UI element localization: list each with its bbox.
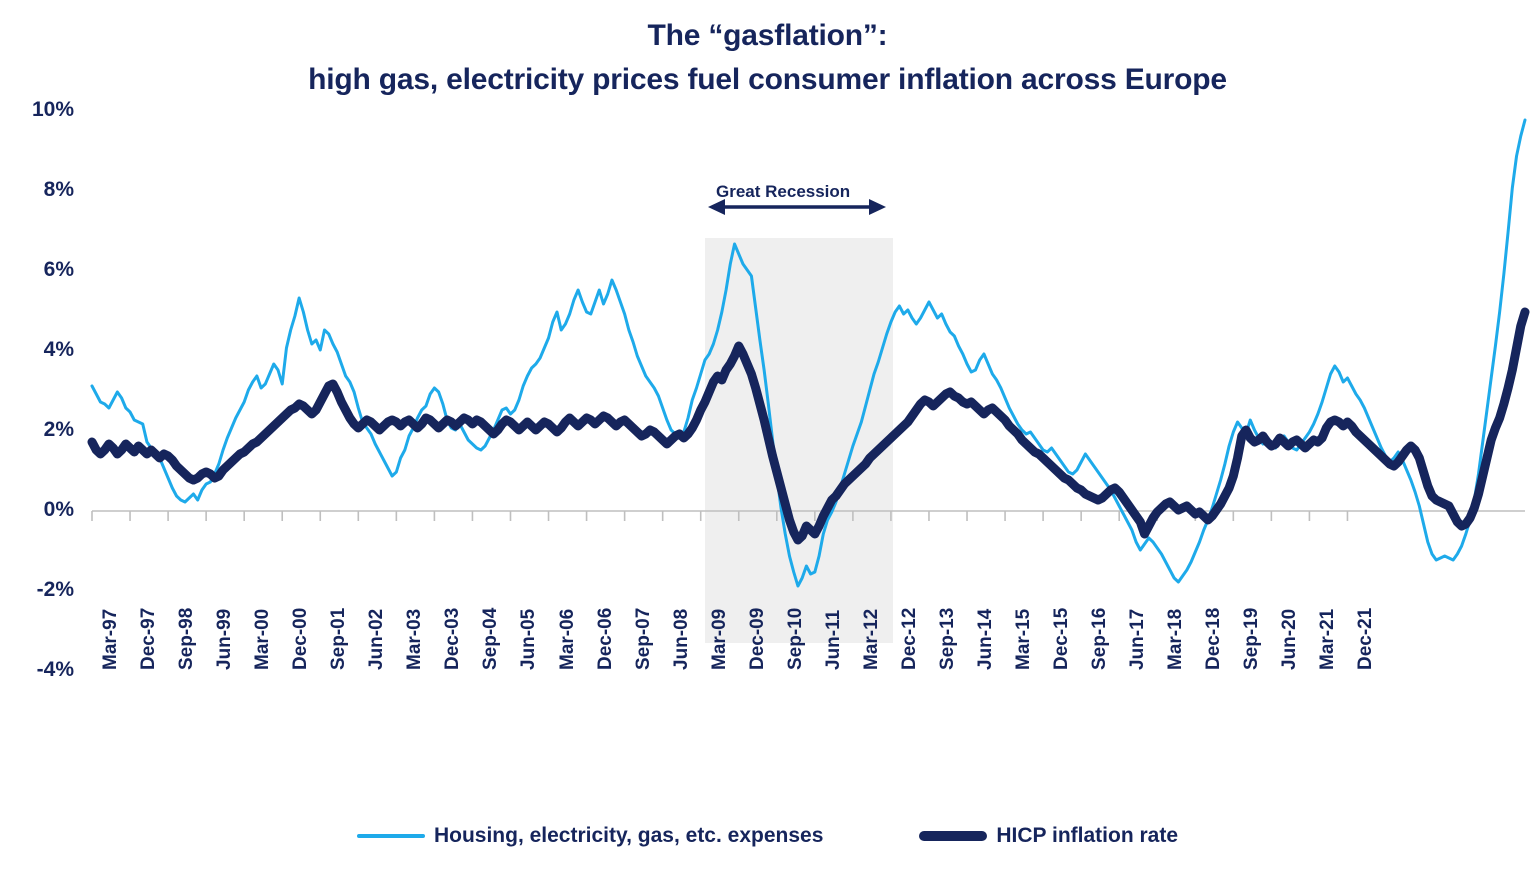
y-axis-tick-label: 2% [43,418,74,441]
x-axis-tick-label: Sep-16 [1089,607,1111,670]
x-axis-tick-label: Jun-05 [518,608,540,670]
x-axis-tick-label: Mar-15 [1013,608,1035,670]
x-axis-tick-label: Mar-00 [252,608,274,670]
x-axis-tick-label: Dec-09 [746,607,768,670]
y-axis-tick-label: -2% [36,578,74,601]
x-axis-tick-label: Dec-12 [898,607,920,670]
x-axis-tick-label: Mar-09 [708,608,730,670]
page-title: The “gasflation”: high gas, electricity … [0,14,1535,102]
x-axis-tick-label: Mar-03 [404,608,426,670]
x-axis-tick-label: Mar-12 [860,608,882,670]
x-axis-tick-label: Mar-06 [556,608,578,670]
title-line-1: The “gasflation”: [647,19,888,52]
x-axis-tick-label: Mar-18 [1165,608,1187,670]
x-axis-tick-label: Dec-21 [1355,607,1377,670]
series-line-hicp [87,307,1530,545]
y-axis-tick-label: 4% [43,338,74,361]
x-axis-tick-label: Jun-17 [1127,608,1149,670]
x-axis-tick-label: Sep-01 [328,607,350,670]
legend-label-housing: Housing, electricity, gas, etc. expenses [433,824,824,847]
y-axis-tick-label: 8% [43,178,74,201]
x-axis-tick-label: Dec-15 [1051,607,1073,670]
legend-swatch-housing-icon [356,834,425,838]
y-axis-tick-label: 10% [31,98,74,121]
x-axis-tick-label: Sep-98 [176,607,198,670]
x-axis-tick-label: Dec-00 [290,607,312,670]
x-axis-tick-label: Dec-06 [594,607,616,670]
y-axis-tick-label: -4% [36,658,74,681]
legend-swatch-hicp-icon [919,831,988,841]
series-group [87,118,1530,588]
x-axis-tick-label: Dec-03 [442,607,464,670]
double-headed-arrow-icon [708,199,886,215]
legend-item-hicp[interactable]: HICP inflation rate [919,824,1178,848]
x-axis-tick-label: Sep-19 [1241,607,1263,670]
great-recession-band [705,238,893,643]
x-axis-tick-label: Dec-18 [1203,607,1225,670]
x-axis-tick-label: Dec-97 [138,607,160,670]
x-axis-tick-label: Sep-07 [632,607,654,670]
great-recession-label: Great Recession [716,182,851,201]
x-axis-tick-label: Sep-10 [784,607,806,670]
x-axis-tick-label: Jun-20 [1279,608,1301,670]
x-axis-tick-label: Jun-11 [822,609,844,670]
legend-item-housing[interactable]: Housing, electricity, gas, etc. expenses [356,824,824,848]
x-axis-tick-label: Sep-04 [480,607,502,670]
y-axis-tick-label: 6% [43,258,74,281]
y-axis-tick-label: 0% [43,498,74,521]
x-axis-tick-label: Mar-21 [1317,608,1339,670]
x-axis-tick-label: Mar-97 [100,608,121,670]
x-axis-tick-label: Jun-99 [214,608,236,670]
x-axis-tick-label: Sep-13 [936,607,958,670]
legend-label-hicp: HICP inflation rate [996,824,1179,847]
x-axis-tick-label: Jun-14 [975,608,997,670]
x-axis-tick-label: Jun-08 [670,608,692,670]
title-line-2: high gas, electricity prices fuel consum… [308,63,1227,96]
x-axis-tick-label: Jun-02 [366,608,388,670]
chart-legend: Housing, electricity, gas, etc. expenses… [0,824,1535,848]
